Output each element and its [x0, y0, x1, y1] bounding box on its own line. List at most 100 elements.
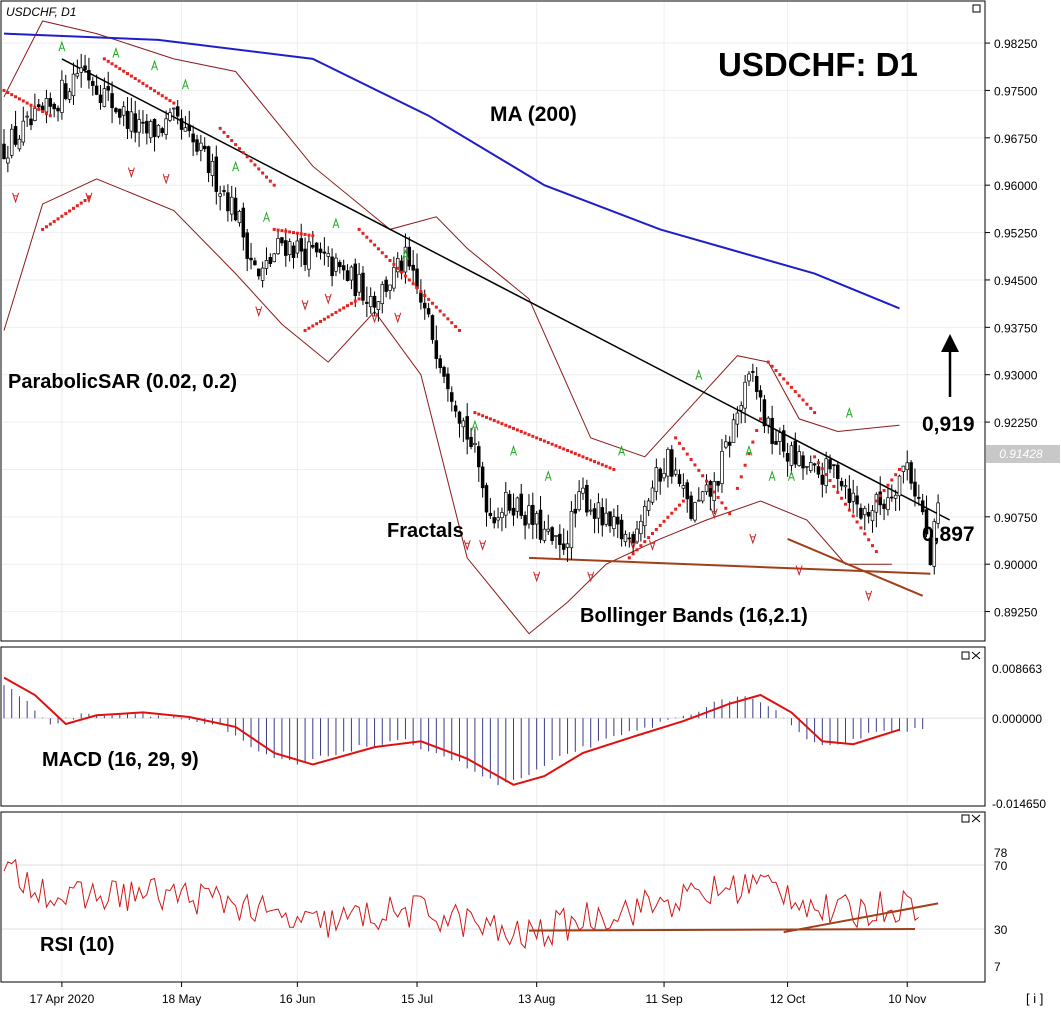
candle-body — [98, 94, 103, 103]
current-price-label: 0.91428 — [999, 447, 1043, 461]
fractal-up-icon — [471, 419, 479, 431]
candle-body — [303, 248, 307, 266]
sar-dot — [450, 321, 454, 325]
sar-dot — [508, 425, 512, 429]
fractal-down-icon — [795, 565, 803, 577]
sar-dot — [292, 231, 295, 235]
macd-panel-controls-icon[interactable] — [961, 651, 981, 660]
sar-dot — [816, 461, 820, 465]
sar-dot — [71, 206, 75, 210]
rsi-panel-controls-icon[interactable] — [961, 814, 981, 823]
sar-dot — [396, 266, 400, 270]
sar-dot — [17, 97, 21, 101]
sar-dot — [674, 436, 678, 440]
candle-body — [824, 458, 828, 487]
candle-body — [635, 528, 639, 543]
sar-dot — [330, 313, 334, 317]
info-icon[interactable]: [ i ] — [1026, 991, 1043, 1006]
candle-body — [801, 455, 805, 469]
candle-body — [878, 491, 882, 506]
sar-dot — [705, 479, 709, 483]
sar-dot — [488, 417, 492, 421]
sar-dot — [365, 235, 369, 239]
candle-body — [832, 464, 836, 467]
candle-body — [106, 86, 110, 91]
candle-body — [25, 115, 29, 118]
sar-dot — [608, 466, 612, 470]
candle-body — [909, 462, 913, 484]
fractal-down-icon — [479, 540, 487, 551]
candle-body — [905, 462, 909, 471]
sar-dot — [102, 57, 106, 61]
fractal-up-icon — [151, 59, 159, 71]
candle-body — [152, 119, 157, 138]
sar-dot — [149, 86, 153, 90]
price-panel-maximize-icon[interactable] — [972, 4, 981, 13]
sar-dot — [886, 483, 890, 487]
candle-body — [110, 93, 114, 109]
fractal-down-icon — [394, 312, 402, 324]
candle-body — [395, 258, 400, 273]
macd-tick-label-2: -0.014650 — [992, 797, 1046, 811]
sar-dot — [720, 501, 724, 505]
candle-body — [307, 241, 311, 270]
candle-body — [631, 534, 635, 544]
sar-dot — [299, 232, 303, 236]
sar-dot — [342, 306, 346, 310]
candle-body — [739, 405, 744, 411]
candle-body — [928, 538, 933, 566]
candle-body — [206, 146, 211, 173]
fractal-up-icon — [232, 160, 240, 172]
candle-body — [666, 449, 670, 477]
candle-body — [272, 253, 276, 263]
sar-dot — [492, 418, 496, 422]
candle-body — [52, 103, 56, 110]
sar-dot — [824, 473, 828, 477]
candle-body — [677, 474, 682, 484]
sar-dot — [303, 328, 307, 332]
candle-body — [133, 113, 137, 133]
candle-body — [241, 207, 246, 238]
candle-body — [920, 500, 925, 513]
sar-dot — [867, 538, 871, 542]
fractal-up-icon — [745, 444, 753, 456]
sar-dot — [627, 556, 631, 560]
sar-dot — [697, 468, 701, 472]
fractal-up-icon — [768, 470, 776, 481]
sar-dot — [573, 452, 577, 456]
sar-dot — [716, 495, 720, 499]
candle-body — [226, 192, 230, 212]
fractal-down-icon — [162, 173, 170, 185]
rsi-trendline-1 — [783, 902, 939, 934]
candle-body — [264, 260, 269, 269]
sar-dot — [643, 540, 647, 544]
candle-body — [450, 392, 454, 402]
candle-body — [519, 493, 523, 516]
candle-body — [836, 464, 840, 479]
sar-dot — [504, 423, 508, 427]
candle-body — [368, 296, 373, 308]
candle-body — [604, 512, 608, 525]
candle-body — [828, 459, 832, 470]
candle-body — [380, 284, 385, 305]
sar-dot — [419, 290, 423, 294]
fractal-down-icon — [85, 192, 93, 204]
candle-body — [727, 441, 732, 446]
candle-body — [191, 133, 195, 143]
sar-dot — [855, 520, 859, 524]
rsi-line — [3, 858, 920, 950]
candle-body — [442, 366, 446, 377]
sar-dot — [249, 159, 253, 163]
sar-dot — [581, 455, 585, 459]
sar-dot — [411, 282, 415, 286]
fractal-down-icon — [629, 540, 637, 551]
sar-dot — [446, 317, 450, 321]
candle-body — [515, 497, 520, 512]
candle-body — [388, 284, 392, 291]
candle-body — [851, 492, 855, 502]
candle-body — [886, 497, 890, 511]
macd-signal-line — [3, 676, 900, 786]
candle-body — [260, 267, 265, 281]
candle-body — [284, 240, 288, 256]
candle-body — [430, 315, 435, 340]
